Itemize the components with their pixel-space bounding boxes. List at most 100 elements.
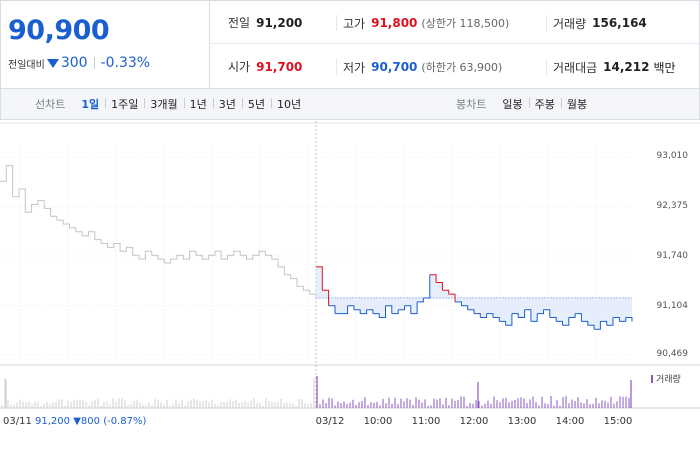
price-line-segment (461, 305, 469, 310)
tab-3y[interactable]: 3년 (212, 96, 242, 112)
change-label: 전일대비 (8, 59, 45, 71)
tab-weekly[interactable]: 주봉 (528, 96, 561, 112)
price-line-segment (417, 298, 424, 303)
x-tick-label: 15:00 (603, 416, 633, 427)
divider (93, 57, 95, 69)
volume-value: 156,164 (592, 16, 647, 30)
prev-day-close: 91,200 (35, 416, 71, 427)
prev-day-change-pct: (-0.87%) (103, 416, 147, 427)
high-label: 고가 (343, 16, 366, 31)
price-line-segment (341, 305, 349, 315)
price-line-segment (423, 274, 431, 299)
price-line-segment (575, 313, 582, 322)
price-line-segment (568, 313, 576, 318)
price-area-fill (316, 266, 632, 330)
high-value: 91,800 (371, 16, 418, 30)
price-line-segment (328, 305, 336, 314)
trade-value-cell: 거래대금 14,212 백만 (546, 59, 676, 75)
line-chart-title: 선차트 (35, 98, 66, 111)
quote-stats: 전일 91,200 고가 91,800 (상한가 118,500) 거래량 15… (211, 1, 699, 88)
price-line-segment (391, 309, 399, 315)
price-line-segment (562, 317, 570, 326)
price-line-segment (556, 320, 563, 326)
prev-close-label: 전일 (228, 16, 251, 30)
price-line-segment (486, 313, 494, 318)
tab-1y[interactable]: 1년 (183, 96, 213, 112)
prev-day-date: 03/11 (3, 416, 32, 427)
price-line-segment (606, 317, 614, 326)
price-line-segment (613, 317, 620, 322)
volume-legend-label: 거래량 (656, 375, 681, 385)
quote-panel: 90,900 전일대비 300 -0.33% 전일 91,200 고가 91,8… (0, 0, 700, 88)
tab-5y[interactable]: 5년 (241, 96, 271, 112)
prev-day-change: 800 (80, 416, 100, 427)
price-line-segment (467, 309, 475, 314)
price-line-segment (543, 309, 551, 318)
prev-close-cell: 전일 91,200 (228, 1, 302, 44)
price-line-segment (372, 313, 380, 318)
tab-1d[interactable]: 1일 (81, 98, 100, 111)
price-line-segment (594, 321, 601, 330)
price-line-segment (530, 313, 538, 322)
x-tick-label: 10:00 (363, 416, 393, 427)
volume-swatch (651, 374, 653, 383)
x-tick-label: 14:00 (555, 416, 585, 427)
price-line-segment (398, 305, 405, 311)
price-line-segment (600, 320, 608, 326)
price-line-segment (587, 324, 595, 330)
price-line-segment (625, 317, 633, 322)
open-label: 시가 (228, 60, 251, 74)
change-value: 300 (60, 55, 88, 71)
price-line-segment (379, 305, 386, 318)
low-value: 90,700 (371, 60, 418, 74)
x-tick-label: 11:00 (411, 416, 441, 427)
volume-legend: 거래량 (651, 372, 681, 385)
stats-row-2: 시가 91,700 저가 90,700 (하한가 63,900) 거래대금 14… (211, 45, 699, 88)
tab-3m[interactable]: 3개월 (144, 96, 183, 112)
price-line-segment (505, 313, 513, 326)
price-line-segment (404, 305, 412, 314)
price-line-segment (537, 309, 544, 315)
prev-day-info: 03/11 91,200 ▼800 (-0.87%) (3, 416, 146, 427)
intraday-chart[interactable]: 93,010 92,375 91,740 91,104 90,469 거래량 0… (0, 121, 700, 450)
low-cell: 저가 90,700 (하한가 63,900) (336, 59, 502, 75)
current-price-box: 90,900 전일대비 300 -0.33% (1, 1, 210, 88)
tab-1w[interactable]: 1주일 (105, 96, 144, 112)
y-tick-label: 93,010 (656, 151, 689, 161)
y-tick-label: 91,740 (656, 251, 689, 261)
volume-cell: 거래량 156,164 (546, 15, 647, 31)
open-cell: 시가 91,700 (228, 45, 302, 88)
price-line-segment (511, 313, 519, 318)
trade-value-label: 거래대금 (553, 60, 598, 75)
current-price: 90,900 (8, 15, 110, 46)
high-cell: 고가 91,800 (상한가 118,500) (336, 15, 509, 31)
candle-chart-tabs: 봉차트 일봉 주봉 월봉 (456, 89, 593, 119)
price-line-segment (316, 266, 323, 291)
price-line-segment (385, 305, 393, 314)
trade-value: 14,212 (603, 60, 650, 74)
volume-label: 거래량 (553, 16, 587, 31)
price-line-segment (429, 274, 437, 283)
price-line-segment (480, 313, 488, 318)
tab-daily[interactable]: 일봉 (502, 98, 523, 111)
price-line-segment (619, 317, 627, 322)
candle-chart-title: 봉차트 (456, 98, 487, 111)
price-line-segment (436, 282, 443, 291)
x-tick-label: 13:00 (507, 416, 537, 427)
price-line-segment (448, 293, 456, 302)
tab-10y[interactable]: 10년 (271, 96, 307, 112)
open-value: 91,700 (256, 59, 303, 74)
price-line-segment (518, 309, 526, 318)
chart-period-tabs: 선차트 1일 1주일 3개월 1년 3년 5년 10년 봉차트 일봉 주봉 월봉 (0, 88, 700, 120)
stats-row-1: 전일 91,200 고가 91,800 (상한가 118,500) 거래량 15… (211, 1, 699, 44)
prev-day-price-line (0, 165, 317, 298)
down-arrow-icon: ▼ (73, 416, 81, 427)
price-line-segment (442, 289, 450, 295)
low-label: 저가 (343, 60, 366, 75)
upper-limit: (상한가 118,500) (421, 17, 510, 30)
price-line-segment (366, 309, 374, 314)
y-tick-label: 91,104 (656, 301, 689, 311)
tab-monthly[interactable]: 월봉 (560, 96, 593, 112)
price-change: 전일대비 300 -0.33% (8, 55, 150, 71)
price-line-segment (493, 317, 500, 322)
